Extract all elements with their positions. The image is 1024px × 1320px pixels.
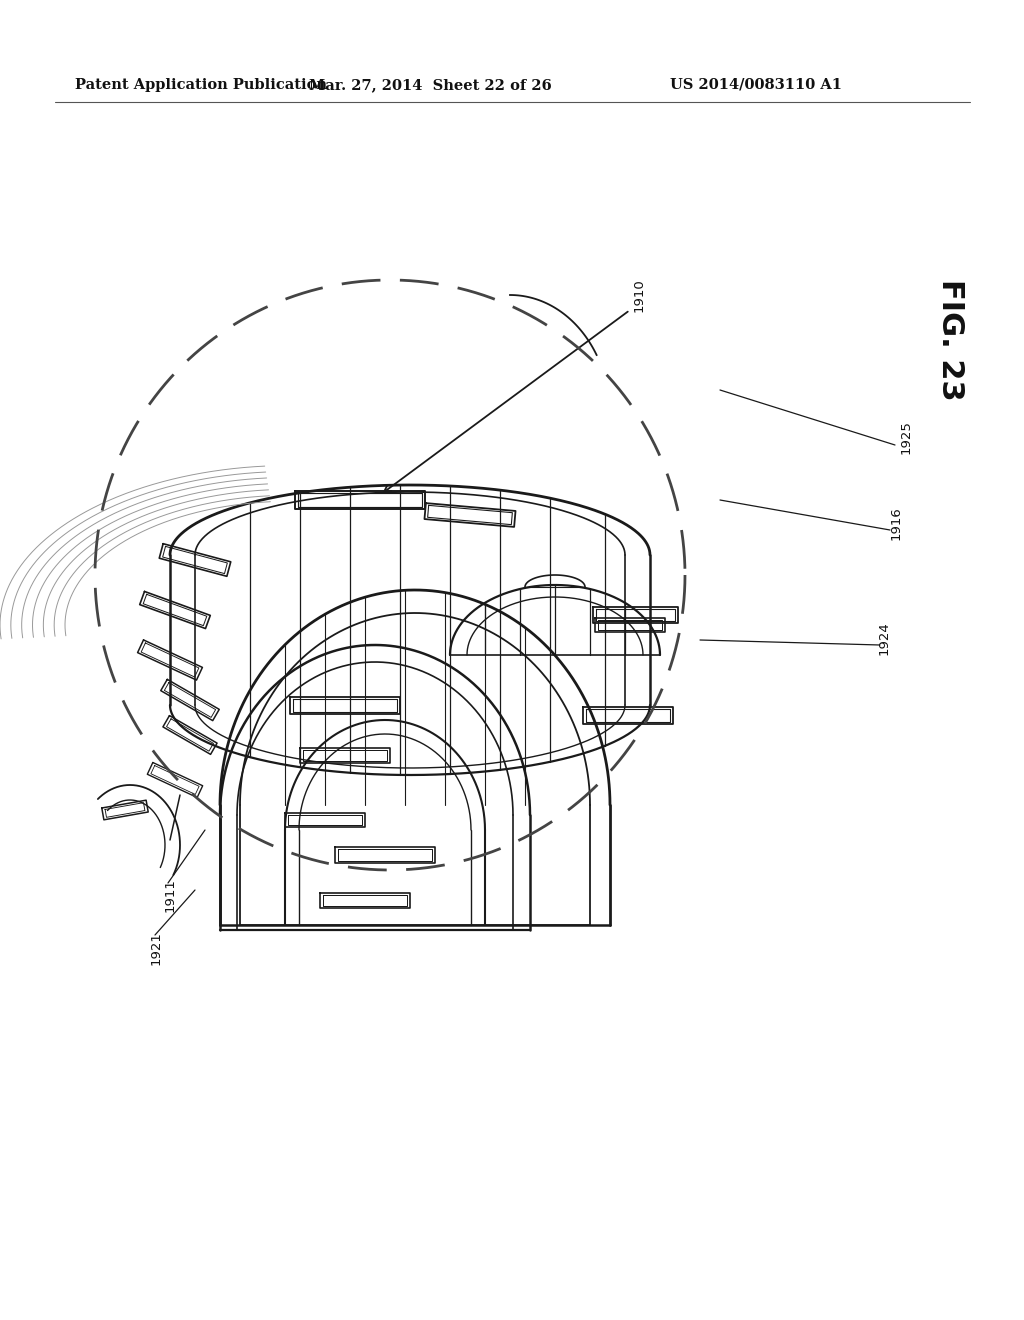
Text: 1921: 1921 bbox=[150, 931, 163, 965]
Text: 1925: 1925 bbox=[899, 420, 912, 454]
Text: 1916: 1916 bbox=[890, 506, 902, 540]
Text: US 2014/0083110 A1: US 2014/0083110 A1 bbox=[670, 78, 842, 92]
Text: 1924: 1924 bbox=[878, 622, 891, 655]
Text: Patent Application Publication: Patent Application Publication bbox=[75, 78, 327, 92]
Text: FIG. 23: FIG. 23 bbox=[936, 280, 965, 401]
Text: 1911: 1911 bbox=[164, 878, 176, 912]
Text: Mar. 27, 2014  Sheet 22 of 26: Mar. 27, 2014 Sheet 22 of 26 bbox=[308, 78, 551, 92]
Text: 1910: 1910 bbox=[633, 279, 645, 312]
